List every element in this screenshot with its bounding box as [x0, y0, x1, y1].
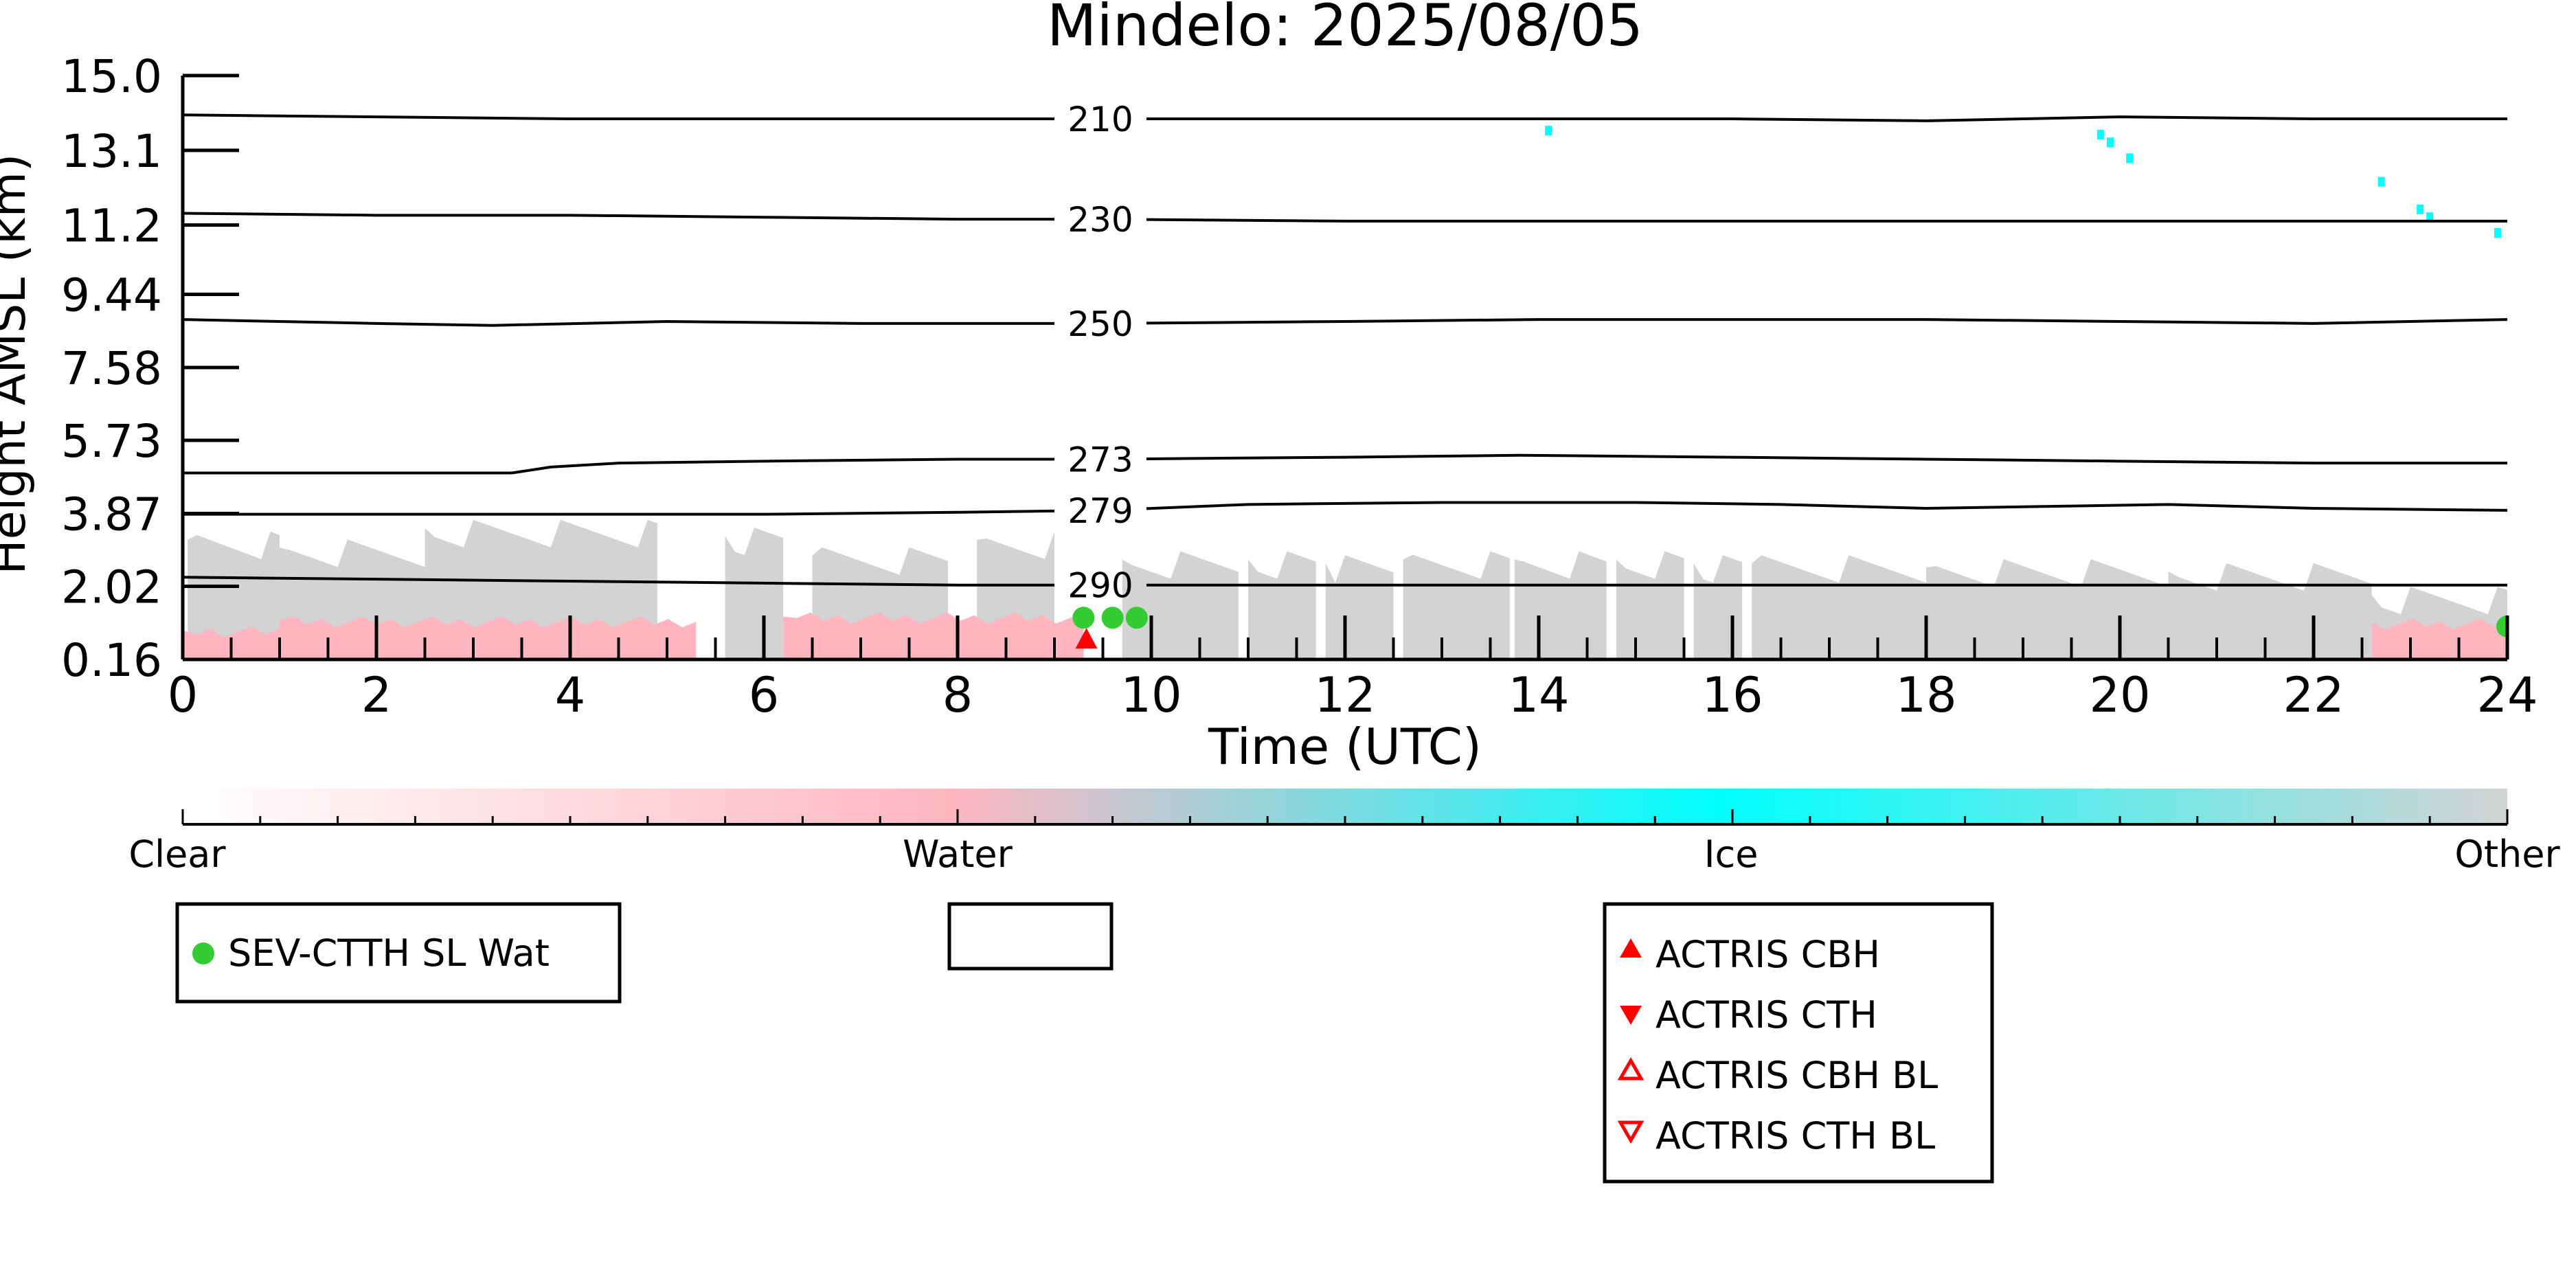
y-tick-label-0.16: 0.16 [61, 634, 162, 687]
contour-210-segment-0 [183, 113, 1054, 121]
marker-sev-ctth-sl-wat-3 [2496, 615, 2507, 637]
x-tick-label-22: 22 [2283, 667, 2344, 723]
x-tick-label-18: 18 [1895, 667, 1956, 723]
ice-speck-5 [2417, 204, 2424, 214]
y-tick-label-2.02: 2.02 [61, 561, 162, 613]
contour-label-273: 273 [1067, 440, 1133, 479]
contour-250-segment-1 [1146, 318, 2507, 325]
water-region-2 [783, 612, 1084, 659]
legend-label-sev-ctth: SEV-CTTH SL Wat [228, 931, 550, 975]
legend-empty [947, 902, 1114, 971]
contour-250-segment-0 [183, 318, 1054, 327]
ice-speck-3 [2126, 153, 2134, 163]
legend-marker-cth-bl [1617, 1120, 1645, 1144]
legend-marker-cbh [1620, 938, 1642, 958]
y-tick-label-5.73: 5.73 [61, 415, 162, 468]
legend-marker-cbh-bl [1617, 1057, 1645, 1081]
ice-speck-6 [2426, 212, 2434, 223]
other-region-11 [1616, 551, 1684, 659]
x-tick-label-14: 14 [1508, 667, 1569, 723]
contour-279-segment-1 [1146, 501, 2507, 512]
legend-label-cth: ACTRIS CTH [1656, 993, 1877, 1037]
marker-sev-ctth-sl-wat-1 [1101, 607, 1124, 629]
other-region-15 [2168, 563, 2372, 659]
other-region-0 [188, 531, 280, 659]
ice-speck-0 [1545, 126, 1552, 136]
legend-left: SEV-CTTH SL Wat [175, 902, 622, 1004]
contour-279-segment-0 [183, 509, 1055, 516]
legend-right: ACTRIS CBH ACTRIS CTH ACTRIS CBH BL ACTR… [1603, 902, 1994, 1184]
x-tick-label-0: 0 [168, 667, 199, 723]
other-region-8 [1325, 555, 1394, 659]
legend-marker-sev-ctth [192, 942, 214, 964]
other-region-7 [1248, 551, 1316, 659]
other-region-3 [725, 528, 784, 659]
contour-230-segment-0 [183, 212, 1054, 221]
other-region-13 [1752, 555, 1926, 659]
water-region-1 [280, 616, 697, 659]
ice-speck-1 [2097, 129, 2104, 139]
x-tick-label-12: 12 [1314, 667, 1375, 723]
marker-sev-ctth-sl-wat-2 [1125, 607, 1148, 629]
contour-label-279: 279 [1067, 491, 1133, 531]
y-tick-label-9.44: 9.44 [61, 269, 162, 321]
colorbar-label-ice: Ice [1704, 833, 1759, 876]
legend-label-cbh-bl: ACTRIS CBH BL [1656, 1054, 1938, 1097]
x-tick-label-8: 8 [942, 667, 973, 723]
x-axis-ticks: 0 2 4 6 8 10 12 14 16 18 20 22 24 [168, 615, 2538, 723]
contour-label-230: 230 [1067, 200, 1133, 240]
temperature-contours [183, 113, 2507, 587]
other-region-10 [1514, 551, 1607, 659]
y-tick-label-11.2: 11.2 [61, 200, 162, 253]
contour-290-segment-0 [183, 576, 1054, 587]
contour-label-210: 210 [1067, 100, 1133, 139]
contour-210-segment-1 [1146, 115, 2507, 122]
colorbar-ticks [181, 809, 2509, 824]
x-tick-label-24: 24 [2476, 667, 2538, 723]
ice-cloud-regions [1545, 126, 2501, 238]
water-region-3 [2371, 618, 2507, 659]
contour-273-segment-1 [1146, 453, 2507, 465]
y-axis-ticks: 15.0 13.1 11.2 9.44 7.58 5.73 3.87 2.02 0.16 [61, 50, 239, 687]
x-tick-label-4: 4 [555, 667, 586, 723]
chart-title: Mindelo: 2025/08/05 [1047, 0, 1643, 59]
contour-label-290: 290 [1067, 566, 1133, 606]
other-region-9 [1403, 551, 1510, 659]
other-region-12 [1693, 555, 1743, 659]
contour-230-segment-1 [1146, 218, 2507, 223]
legend-right-frame [1603, 902, 1994, 1184]
marker-sev-ctth-sl-wat-0 [1072, 607, 1095, 629]
plot-area [183, 113, 2507, 659]
y-tick-label-3.87: 3.87 [61, 488, 162, 541]
y-axis-label: Height AMSL (km) [0, 154, 36, 575]
x-tick-label-6: 6 [749, 667, 780, 723]
x-tick-label-10: 10 [1120, 667, 1182, 723]
legend-left-frame [175, 902, 622, 1004]
ice-speck-4 [2377, 177, 2385, 187]
contour-labels: 210 230 250 273 279 290 [1067, 100, 1133, 606]
legend-marker-cth [1620, 1006, 1642, 1025]
x-axis-label: Time (UTC) [1208, 718, 1482, 776]
x-tick-label-20: 20 [2089, 667, 2150, 723]
water-cloud-regions [183, 612, 2507, 659]
legend-label-cbh: ACTRIS CBH [1656, 933, 1880, 976]
cloud-markers [1072, 607, 2507, 649]
colorbar-label-other: Other [2454, 833, 2560, 876]
ice-speck-7 [2494, 228, 2501, 238]
y-tick-label-15.0: 15.0 [61, 50, 162, 103]
y-tick-label-13.1: 13.1 [61, 125, 162, 178]
colorbar-label-water: Water [903, 833, 1013, 876]
x-tick-label-2: 2 [361, 667, 392, 723]
other-region-6 [1122, 551, 1239, 659]
contour-label-250: 250 [1067, 304, 1133, 344]
y-tick-label-7.58: 7.58 [61, 342, 162, 395]
colorbar-label-clear: Clear [128, 833, 226, 876]
marker-actris-cbh-0 [1075, 628, 1098, 649]
ice-speck-2 [2106, 137, 2114, 148]
legend-label-cth-bl: ACTRIS CTH BL [1656, 1114, 1935, 1157]
other-region-14 [1926, 558, 2169, 659]
x-tick-label-16: 16 [1702, 667, 1763, 723]
contour-273-segment-0 [183, 457, 1054, 475]
